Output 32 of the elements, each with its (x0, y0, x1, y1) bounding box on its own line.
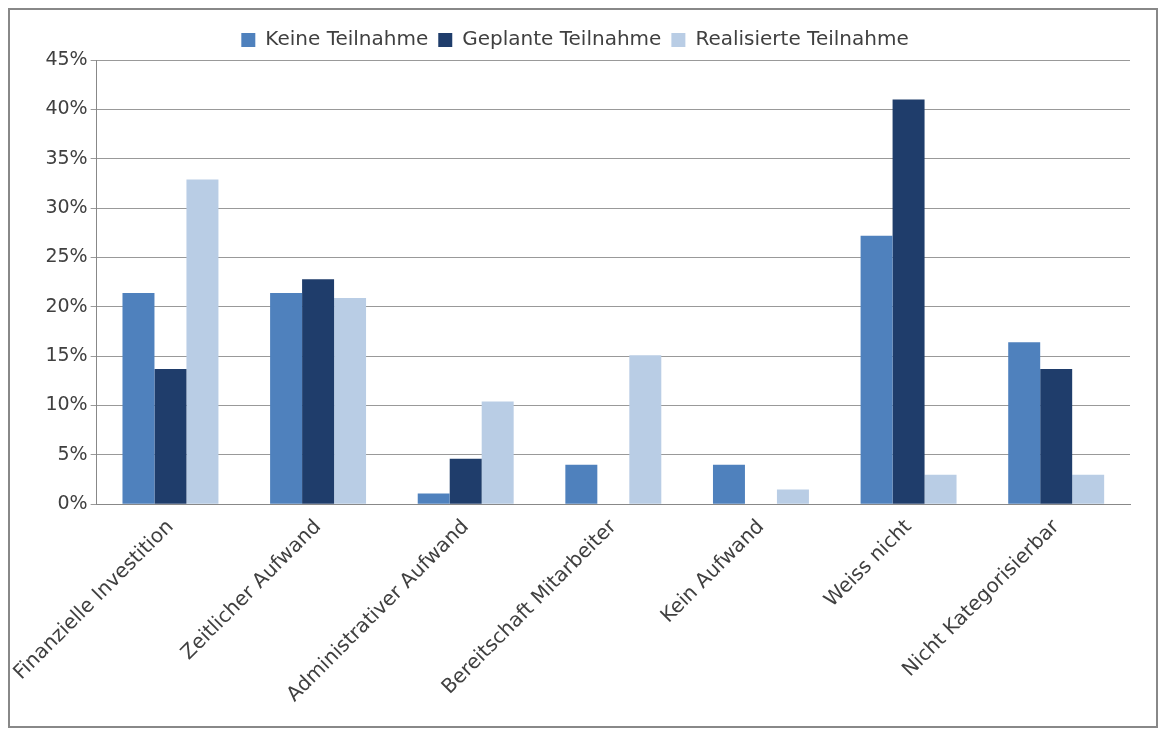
bar (334, 297, 367, 504)
y-tick-label: 20% (45, 293, 88, 316)
legend-label: Keine Teilnahme (265, 26, 429, 51)
bar (712, 464, 745, 504)
bar (302, 279, 335, 504)
bar (417, 493, 450, 504)
y-tick-label: 5% (57, 441, 88, 464)
bar (449, 458, 482, 504)
bar (154, 369, 187, 504)
bar (1008, 342, 1041, 504)
y-tick-label: 25% (45, 244, 88, 267)
legend-label: Geplante Teilnahme (462, 26, 662, 51)
y-tick-label: 35% (45, 145, 88, 168)
bar (776, 489, 809, 504)
bar (565, 464, 598, 504)
y-tick-label: 10% (45, 392, 88, 415)
bar (1072, 474, 1105, 504)
bar (481, 401, 514, 504)
bar (892, 99, 925, 504)
bar (186, 179, 219, 504)
y-tick-label: 15% (45, 343, 88, 366)
y-tick-label: 45% (45, 46, 88, 69)
bar (860, 235, 893, 504)
bar (629, 355, 662, 504)
y-tick-label: 0% (57, 491, 88, 514)
y-tick-label: 30% (45, 195, 88, 218)
legend-label: Realisierte Teilnahme (695, 26, 909, 51)
bar (270, 292, 303, 504)
y-tick-label: 40% (45, 96, 88, 119)
bar (1040, 369, 1073, 504)
bar (122, 292, 155, 504)
bar (924, 474, 957, 504)
